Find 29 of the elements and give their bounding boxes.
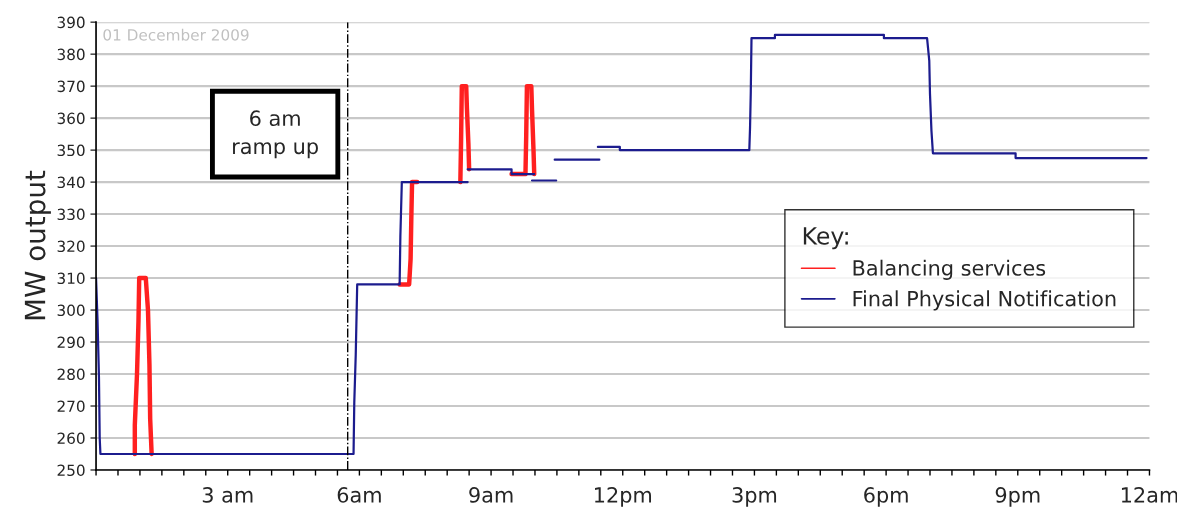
y-tick-label: 300 bbox=[57, 304, 85, 317]
x-tick-label: 6pm bbox=[864, 487, 908, 507]
y-tick-label: 250 bbox=[57, 464, 85, 477]
y-tick-label: 340 bbox=[57, 176, 85, 189]
x-tick-label: 12am bbox=[1121, 487, 1177, 503]
y-tick-label: 360 bbox=[57, 112, 85, 125]
y-tick-label: 270 bbox=[57, 400, 85, 413]
y-tick-label: 370 bbox=[57, 80, 85, 93]
annotation: 01 December 2009 bbox=[103, 28, 249, 41]
y-tick-label: 320 bbox=[57, 240, 85, 253]
x-tick-label: 12pm bbox=[595, 487, 651, 507]
legend-label: Final Physical Notification bbox=[853, 290, 1116, 311]
x-tick-label: 9am bbox=[469, 487, 513, 503]
y-axis-title: MW output bbox=[24, 170, 51, 320]
y-tick-label: 380 bbox=[57, 48, 85, 61]
x-tick-label: 9pm bbox=[995, 487, 1040, 507]
y-tick-label: 310 bbox=[57, 272, 85, 285]
x-tick-label: 6am bbox=[337, 487, 381, 503]
y-tick-label: 290 bbox=[57, 336, 85, 349]
legend-title: Key: bbox=[803, 227, 848, 250]
y-tick-label: 330 bbox=[57, 208, 85, 221]
x-tick-label: 3pm bbox=[732, 487, 777, 507]
annotation: 6 am ramp up bbox=[233, 110, 318, 159]
y-tick-label: 390 bbox=[57, 16, 85, 29]
legend-label: Balancing services bbox=[853, 259, 1046, 280]
x-tick-label: 3 am bbox=[202, 487, 253, 503]
y-tick-label: 350 bbox=[57, 144, 85, 157]
y-tick-label: 280 bbox=[57, 368, 85, 381]
y-tick-label: 260 bbox=[57, 432, 85, 445]
